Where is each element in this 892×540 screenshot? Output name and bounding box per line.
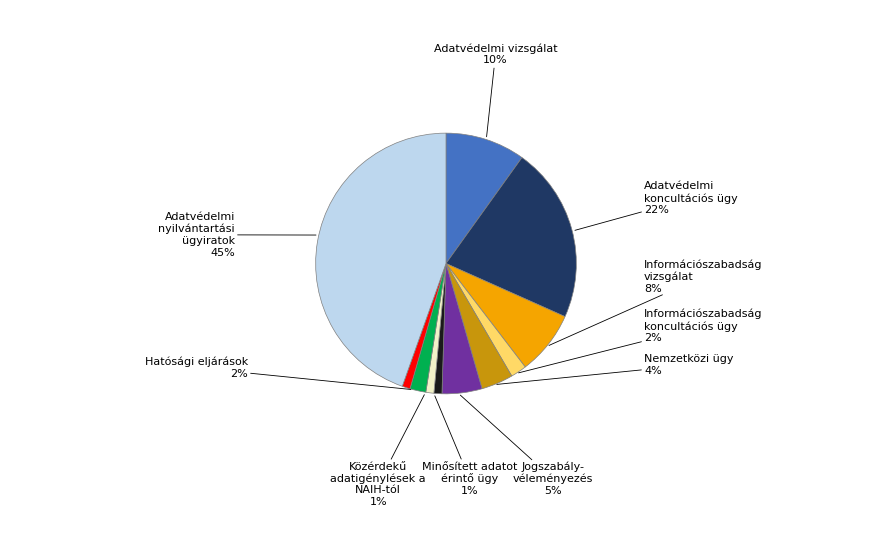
Text: Adatvédelmi vizsgálat
10%: Adatvédelmi vizsgálat 10% [434,43,558,137]
Wedge shape [446,133,522,264]
Text: Információszabadság
vizsgálat
8%: Információszabadság vizsgálat 8% [549,259,763,346]
Wedge shape [434,264,446,394]
Text: Nemzetközi ügy
4%: Nemzetközi ügy 4% [497,354,733,384]
Text: Közérdekű
adatigénylések a
NAIH-tól
1%: Közérdekű adatigénylések a NAIH-tól 1% [330,395,426,507]
Text: Információszabadság
koncultációs ügy
2%: Információszabadság koncultációs ügy 2% [518,309,763,373]
Wedge shape [446,264,565,367]
Text: Jogszabály-
véleményezés
5%: Jogszabály- véleményezés 5% [460,395,593,496]
Text: Adatvédelmi
nyilvántartási
ügyiratok
45%: Adatvédelmi nyilvántartási ügyiratok 45% [158,212,316,258]
Wedge shape [402,264,446,389]
Text: Hatósági eljárások
2%: Hatósági eljárások 2% [145,357,411,389]
Wedge shape [442,264,482,394]
Wedge shape [410,264,446,392]
Text: Minősített adatot
érintő ügy
1%: Minősített adatot érintő ügy 1% [422,396,517,496]
Text: Adatvédelmi
koncultációs ügy
22%: Adatvédelmi koncultációs ügy 22% [575,181,738,231]
Wedge shape [316,133,446,386]
Wedge shape [446,264,512,389]
Wedge shape [446,264,525,376]
Wedge shape [425,264,446,393]
Wedge shape [446,158,576,316]
